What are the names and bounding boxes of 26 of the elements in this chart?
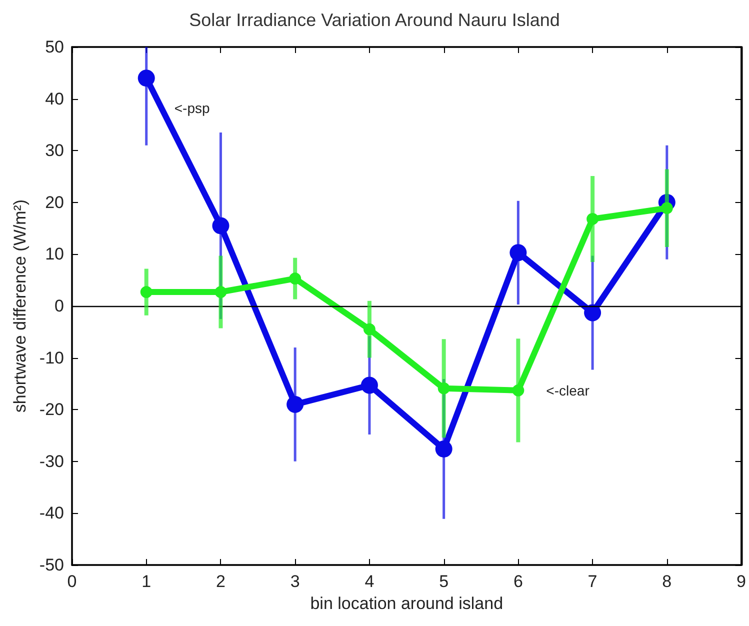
y-tick-label: -20: [39, 400, 64, 420]
x-tick-label: 0: [67, 572, 77, 591]
x-tick-label: 9: [736, 572, 746, 591]
x-tick-label: 5: [439, 572, 449, 591]
x-tick-label: 1: [142, 572, 152, 591]
y-tick-label: 20: [45, 192, 64, 212]
y-tick-label: 40: [45, 89, 64, 108]
x-tick-label: 2: [216, 572, 226, 591]
annotation: <-clear: [546, 382, 590, 398]
y-tick-label: 0: [54, 296, 64, 316]
y-tick-label: -40: [39, 504, 64, 523]
y-tick-label: 50: [45, 38, 64, 56]
chart-title: Solar Irradiance Variation Around Nauru Island: [189, 10, 560, 30]
y-tick-label: -50: [39, 556, 64, 574]
y-tick-label: -10: [39, 348, 64, 368]
x-axis-title: bin location around island: [310, 594, 504, 613]
y-tick-label: -30: [39, 452, 64, 471]
annotation: <-psp: [174, 100, 210, 116]
x-tick-label: 6: [513, 572, 523, 591]
y-tick-label: 30: [45, 141, 64, 160]
x-tick-label: 7: [588, 572, 598, 591]
x-tick-label: 8: [662, 572, 672, 591]
x-tick-label: 4: [364, 572, 374, 591]
y-axis-title: shortwave difference (W/m²): [10, 199, 30, 413]
y-tick-label: 10: [45, 244, 64, 264]
x-tick-label: 3: [290, 572, 300, 591]
